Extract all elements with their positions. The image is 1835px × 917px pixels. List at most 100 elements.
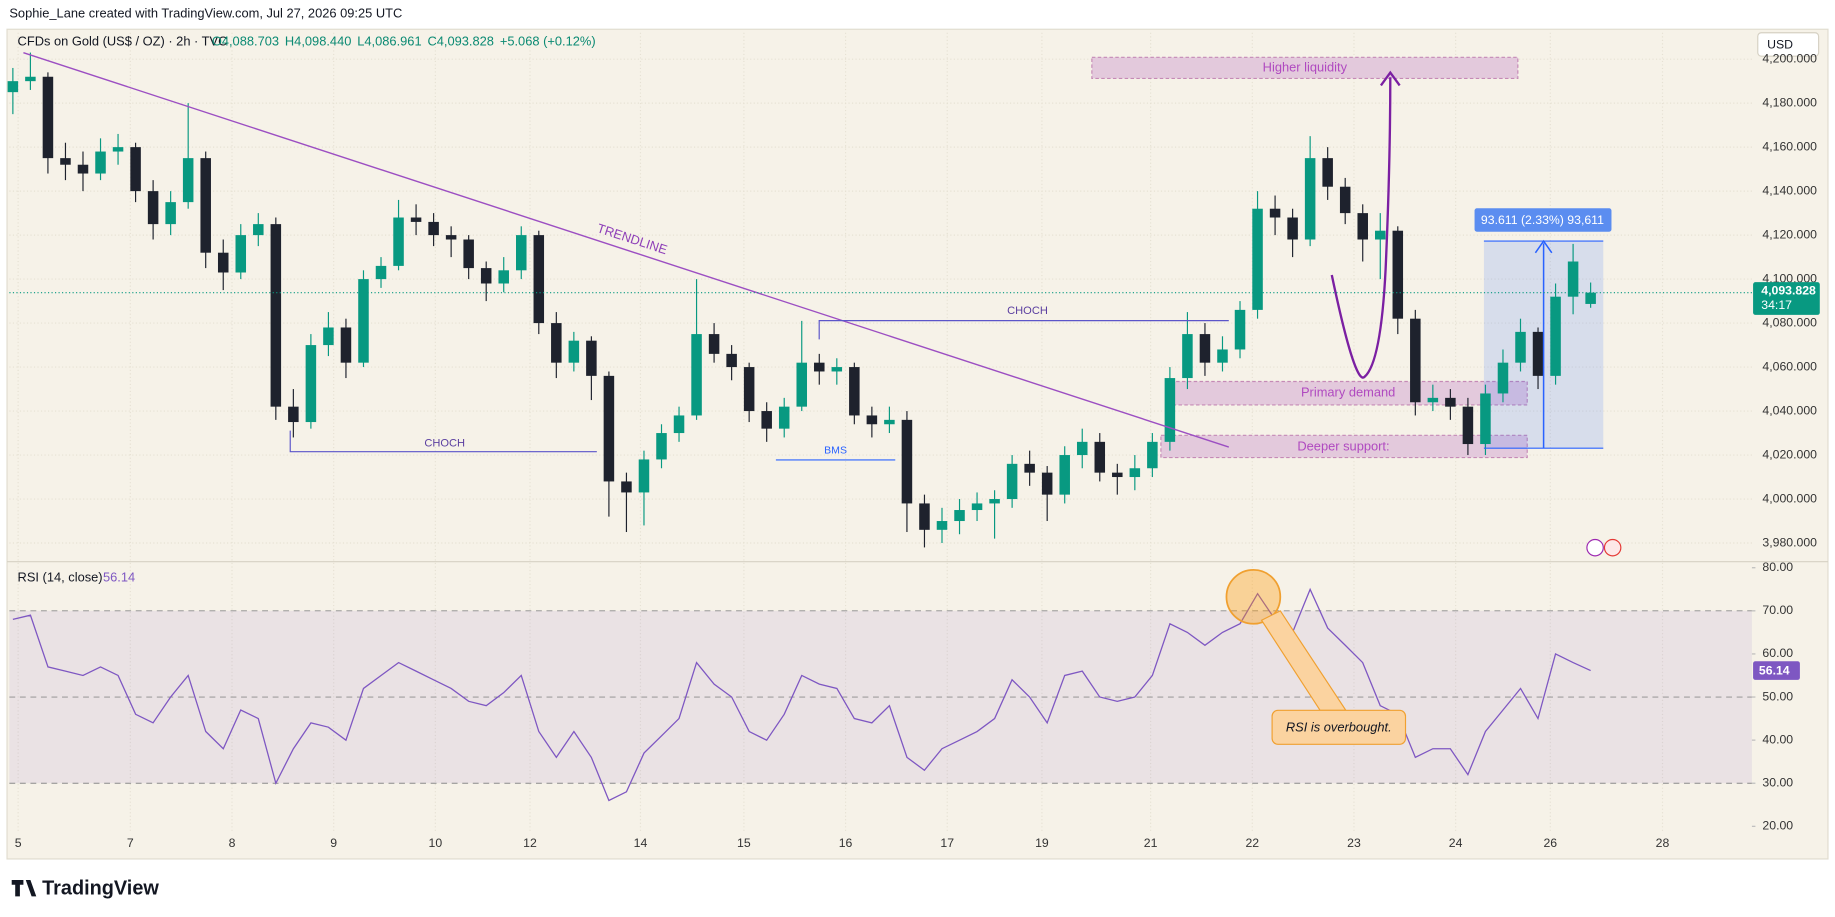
last-price-label: 4,093.828 xyxy=(1761,284,1816,298)
x-tick-label: 7 xyxy=(127,836,134,850)
x-tick-label: 19 xyxy=(1035,836,1049,850)
x-tick-label: 28 xyxy=(1656,836,1670,850)
x-tick-label: 5 xyxy=(15,836,22,850)
candle-body xyxy=(1094,441,1106,473)
candle-body xyxy=(936,521,948,530)
candle-body xyxy=(796,362,808,407)
zone xyxy=(1160,434,1528,459)
rsi-badge-label: 56.14 xyxy=(1759,663,1790,677)
trendline xyxy=(23,51,1230,448)
candle-body xyxy=(1532,331,1544,376)
candle-body xyxy=(1287,217,1298,240)
candle-body xyxy=(323,327,334,346)
candle-body xyxy=(1234,309,1246,350)
ohlc-value: O4,088.703 xyxy=(212,34,279,49)
zone-label: Primary demand xyxy=(1301,385,1395,400)
candle-body xyxy=(708,334,720,354)
candle-body xyxy=(533,235,545,324)
y-tick-label: 3,980.000 xyxy=(1762,535,1817,549)
bms-label: BMS xyxy=(824,444,847,456)
candle-body xyxy=(726,353,737,368)
candle-body xyxy=(586,340,597,376)
currency-button[interactable] xyxy=(1757,32,1820,57)
y-tick-label: 20.00 xyxy=(1762,819,1793,833)
zone-label: Higher liquidity xyxy=(1263,59,1348,74)
y-tick-label: 4,100.000 xyxy=(1762,271,1817,285)
candle-body xyxy=(1357,213,1368,240)
candle-body xyxy=(1199,334,1211,363)
candle-body xyxy=(778,406,790,429)
candle-body xyxy=(1480,393,1491,445)
candle-body xyxy=(25,76,36,82)
candle-body xyxy=(1375,230,1386,240)
candle-body xyxy=(1322,158,1333,187)
candle-body xyxy=(866,415,878,425)
x-tick-label: 10 xyxy=(429,836,443,850)
callout-box xyxy=(1271,709,1407,745)
candle-body xyxy=(551,323,562,363)
candle-body xyxy=(1059,455,1070,495)
candle-body xyxy=(95,151,106,174)
candle-body xyxy=(1252,208,1263,310)
y-tick-label: 30.00 xyxy=(1762,775,1793,789)
candle-body xyxy=(1427,397,1439,403)
candle-body xyxy=(849,367,860,416)
candle-body xyxy=(1112,472,1123,478)
candle-body xyxy=(130,147,141,192)
candle-body xyxy=(112,147,124,152)
candle-body xyxy=(1410,318,1421,403)
candle-body xyxy=(901,419,913,504)
candle-body xyxy=(621,481,632,493)
candle-body xyxy=(638,459,650,493)
candle-body xyxy=(200,158,211,253)
candle-body xyxy=(288,406,299,423)
ohlc-legend: O4,088.703 H4,098.440 L4,086.961 C4,093.828… xyxy=(212,34,596,49)
y-tick-label: 4,060.000 xyxy=(1762,359,1817,373)
candle-body xyxy=(253,224,264,236)
y-tick-label: 4,160.000 xyxy=(1762,139,1817,153)
ohlc-value: +5.068 (+0.12%) xyxy=(500,34,596,49)
event-icon[interactable] xyxy=(1603,538,1622,557)
candle-body xyxy=(60,158,71,165)
candle-body xyxy=(814,362,825,372)
x-tick-label: 26 xyxy=(1543,836,1557,850)
candle-body xyxy=(971,503,983,511)
y-tick-label: 4,180.000 xyxy=(1762,95,1817,109)
candle-body xyxy=(515,235,527,271)
candle-body xyxy=(989,499,1000,504)
countdown: 34:17 xyxy=(1761,298,1792,312)
x-tick-label: 24 xyxy=(1449,836,1463,850)
brand-logo xyxy=(11,880,37,897)
y-tick-label: 4,120.000 xyxy=(1762,227,1817,241)
candle-body xyxy=(1497,362,1509,394)
callout: RSI is overbought. xyxy=(1225,569,1407,745)
candle-body xyxy=(673,415,685,434)
rsi-legend-value: 56.14 xyxy=(103,570,135,585)
candle-body xyxy=(375,265,387,280)
y-tick-label: 4,020.000 xyxy=(1762,447,1817,461)
candle-body xyxy=(7,81,19,93)
choch-label: CHOCH xyxy=(1007,305,1048,317)
symbol-title: CFDs on Gold (US$ / OZ) · 2h · TVC xyxy=(18,34,228,49)
candle-body xyxy=(182,158,194,203)
x-tick-label: 17 xyxy=(940,836,954,850)
candle-body xyxy=(42,76,54,159)
candle-body xyxy=(1462,406,1474,445)
last-price-badge xyxy=(1753,282,1820,315)
y-tick-label: 4,000.000 xyxy=(1762,491,1817,505)
candle-body xyxy=(1129,468,1141,478)
candle-body xyxy=(743,367,755,412)
y-tick-label: 4,080.000 xyxy=(1762,315,1817,329)
x-tick-label: 16 xyxy=(839,836,853,850)
candle-body xyxy=(1392,230,1404,319)
ohlc-value: H4,098.440 xyxy=(285,34,352,49)
event-icon[interactable] xyxy=(1586,538,1604,557)
candle-body xyxy=(761,411,772,429)
x-tick-label: 21 xyxy=(1144,836,1158,850)
candle-body xyxy=(147,191,159,225)
x-tick-label: 14 xyxy=(634,836,648,850)
candle-body xyxy=(691,334,702,416)
candle-body xyxy=(77,164,89,174)
candle-body xyxy=(165,202,176,225)
